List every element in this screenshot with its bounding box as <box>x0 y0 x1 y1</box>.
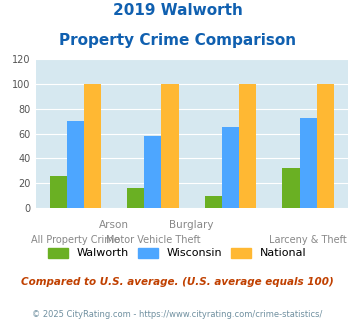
Bar <box>317 84 334 208</box>
Text: Property Crime Comparison: Property Crime Comparison <box>59 33 296 48</box>
Bar <box>50 176 67 208</box>
Legend: Walworth, Wisconsin, National: Walworth, Wisconsin, National <box>44 243 311 263</box>
Bar <box>84 84 101 208</box>
Text: © 2025 CityRating.com - https://www.cityrating.com/crime-statistics/: © 2025 CityRating.com - https://www.city… <box>32 310 323 319</box>
Bar <box>222 127 239 208</box>
Text: All Property Crime: All Property Crime <box>31 235 120 245</box>
Text: Larceny & Theft: Larceny & Theft <box>269 235 347 245</box>
Bar <box>300 117 317 208</box>
Text: Arson: Arson <box>99 220 129 230</box>
Text: Compared to U.S. average. (U.S. average equals 100): Compared to U.S. average. (U.S. average … <box>21 277 334 287</box>
Bar <box>239 84 256 208</box>
Text: Burglary: Burglary <box>169 220 214 230</box>
Bar <box>283 168 300 208</box>
Text: Motor Vehicle Theft: Motor Vehicle Theft <box>105 235 200 245</box>
Bar <box>127 188 144 208</box>
Bar <box>67 121 84 208</box>
Text: 2019 Walworth: 2019 Walworth <box>113 3 242 18</box>
Bar <box>205 195 222 208</box>
Bar <box>162 84 179 208</box>
Bar <box>144 136 162 208</box>
